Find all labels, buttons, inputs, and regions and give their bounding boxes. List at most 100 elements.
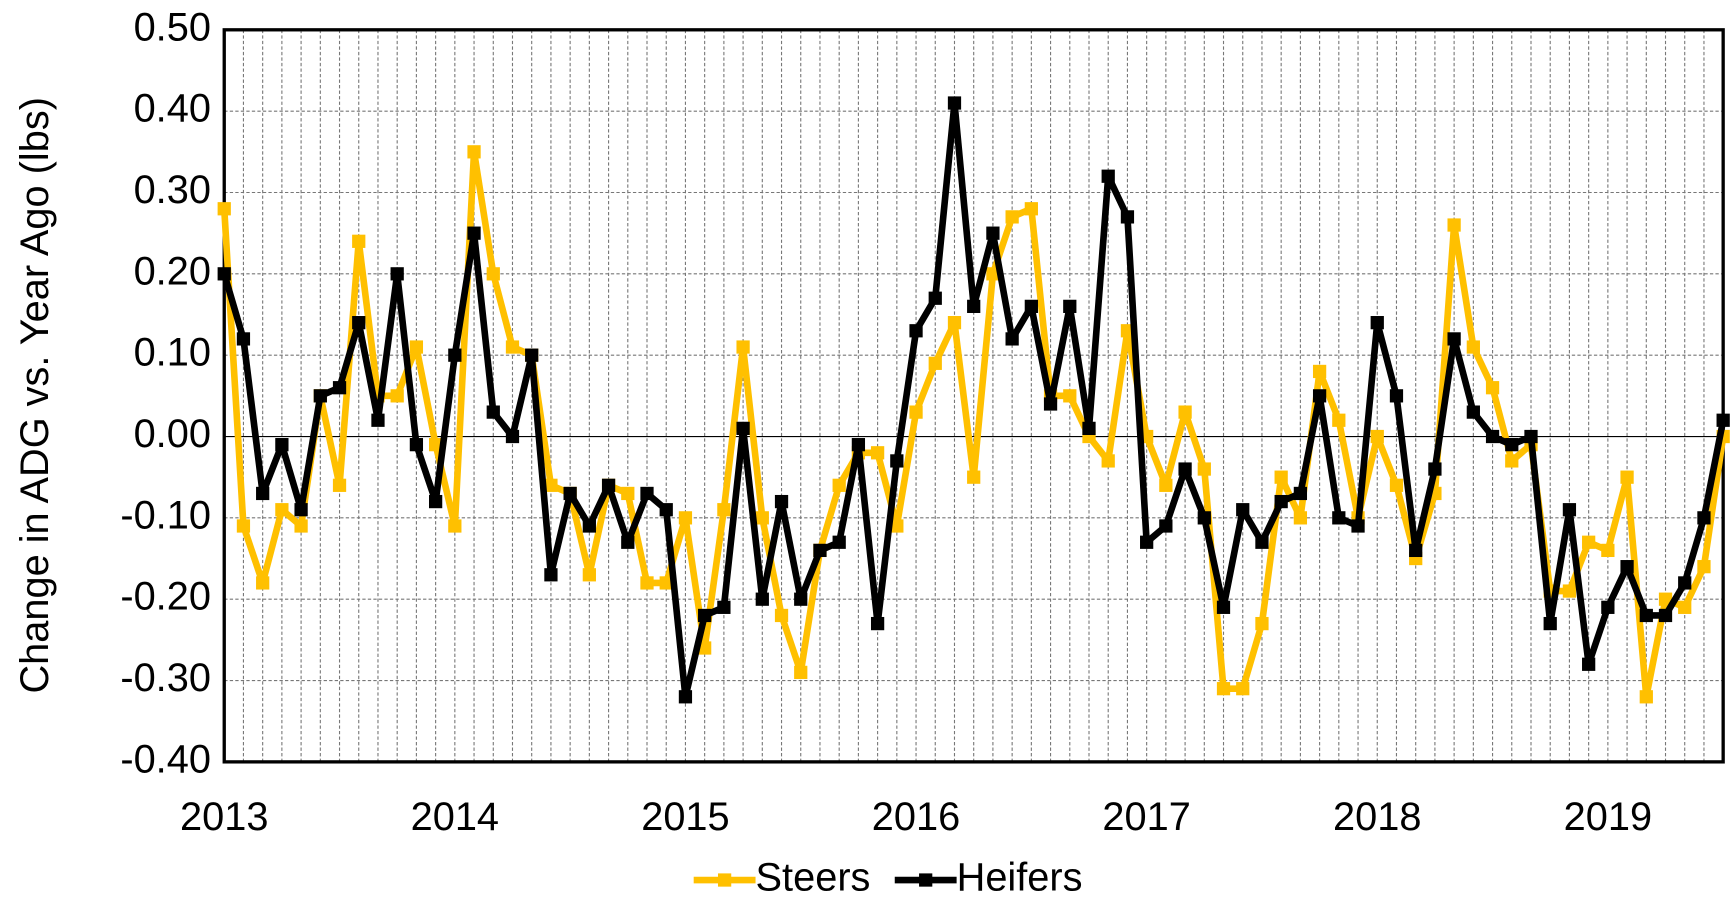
point	[794, 665, 808, 680]
point	[1140, 535, 1154, 549]
point	[1274, 470, 1288, 484]
point	[1101, 169, 1115, 183]
point	[429, 438, 443, 452]
point	[1562, 503, 1577, 517]
point	[352, 234, 366, 248]
point	[717, 600, 731, 614]
point	[1524, 429, 1538, 444]
point	[275, 503, 289, 517]
point	[217, 202, 231, 216]
point	[467, 145, 481, 159]
point	[1505, 438, 1519, 452]
point	[1312, 364, 1327, 379]
point	[1485, 381, 1500, 395]
point	[1197, 511, 1211, 525]
point	[1370, 429, 1384, 444]
point	[563, 486, 577, 501]
point	[601, 478, 616, 492]
point	[1582, 657, 1596, 671]
point	[755, 511, 769, 525]
y-tick-label: -0.30	[120, 656, 211, 700]
point	[851, 438, 866, 452]
point	[1159, 519, 1173, 533]
point	[621, 535, 635, 549]
point	[352, 316, 366, 330]
point	[1159, 478, 1173, 492]
point	[544, 568, 558, 582]
point	[678, 511, 693, 525]
point	[429, 494, 443, 509]
y-tick-label: 0.30	[134, 168, 211, 212]
point	[736, 421, 750, 436]
x-tick-label: 2018	[1333, 795, 1421, 839]
y-tick-label: 0.40	[134, 87, 211, 131]
point	[1620, 470, 1634, 484]
legend-marker	[717, 873, 732, 887]
point	[1005, 332, 1019, 346]
y-tick-label: 0.10	[134, 331, 211, 375]
point	[236, 519, 251, 533]
point	[294, 519, 308, 533]
point	[832, 478, 846, 492]
point	[1678, 576, 1692, 590]
point	[1370, 316, 1384, 330]
plot-frame	[222, 28, 1725, 764]
point	[813, 543, 827, 558]
point	[967, 299, 981, 313]
point	[678, 690, 693, 704]
point	[1293, 511, 1308, 525]
point	[332, 381, 347, 395]
point	[1351, 519, 1365, 533]
point	[371, 413, 385, 427]
point	[217, 267, 231, 281]
x-tick-label: 2017	[1102, 795, 1190, 839]
point	[774, 608, 789, 623]
point	[409, 340, 424, 354]
point	[1043, 397, 1058, 411]
point	[890, 519, 904, 533]
point	[1101, 454, 1115, 468]
point	[1466, 405, 1480, 419]
point	[236, 332, 251, 346]
point	[505, 429, 520, 444]
point	[1236, 503, 1250, 517]
point	[1601, 600, 1615, 614]
point	[1024, 202, 1038, 216]
point	[640, 576, 654, 590]
point	[967, 470, 981, 484]
point	[1389, 389, 1404, 403]
x-tick-label: 2013	[180, 795, 268, 839]
point	[1582, 535, 1596, 549]
point	[1255, 535, 1269, 549]
y-tick-label: 0.50	[134, 5, 211, 49]
point	[486, 405, 500, 419]
point	[870, 616, 885, 631]
point	[928, 356, 942, 370]
point	[1658, 608, 1673, 623]
point	[505, 340, 520, 354]
point	[1332, 413, 1346, 427]
legend-label: Heifers	[957, 856, 1083, 900]
legend-marker	[919, 873, 933, 887]
point	[736, 340, 750, 354]
y-tick-label: 0.20	[134, 249, 211, 293]
legend-label: Steers	[756, 856, 871, 900]
point	[448, 519, 462, 533]
point	[448, 348, 462, 362]
point	[390, 267, 404, 281]
point	[1678, 600, 1692, 614]
point	[659, 503, 673, 517]
x-tick-label: 2015	[641, 795, 729, 839]
point	[1716, 413, 1730, 427]
y-axis-label: Change in ADG vs. Year Ago (lbs)	[13, 97, 57, 693]
point	[1485, 429, 1500, 444]
point	[890, 454, 904, 468]
point	[1447, 332, 1461, 346]
point	[947, 96, 962, 110]
point	[986, 267, 1000, 281]
point	[1024, 299, 1038, 313]
point	[1332, 511, 1346, 525]
point	[1216, 600, 1231, 614]
y-tick-label: -0.40	[120, 737, 211, 781]
